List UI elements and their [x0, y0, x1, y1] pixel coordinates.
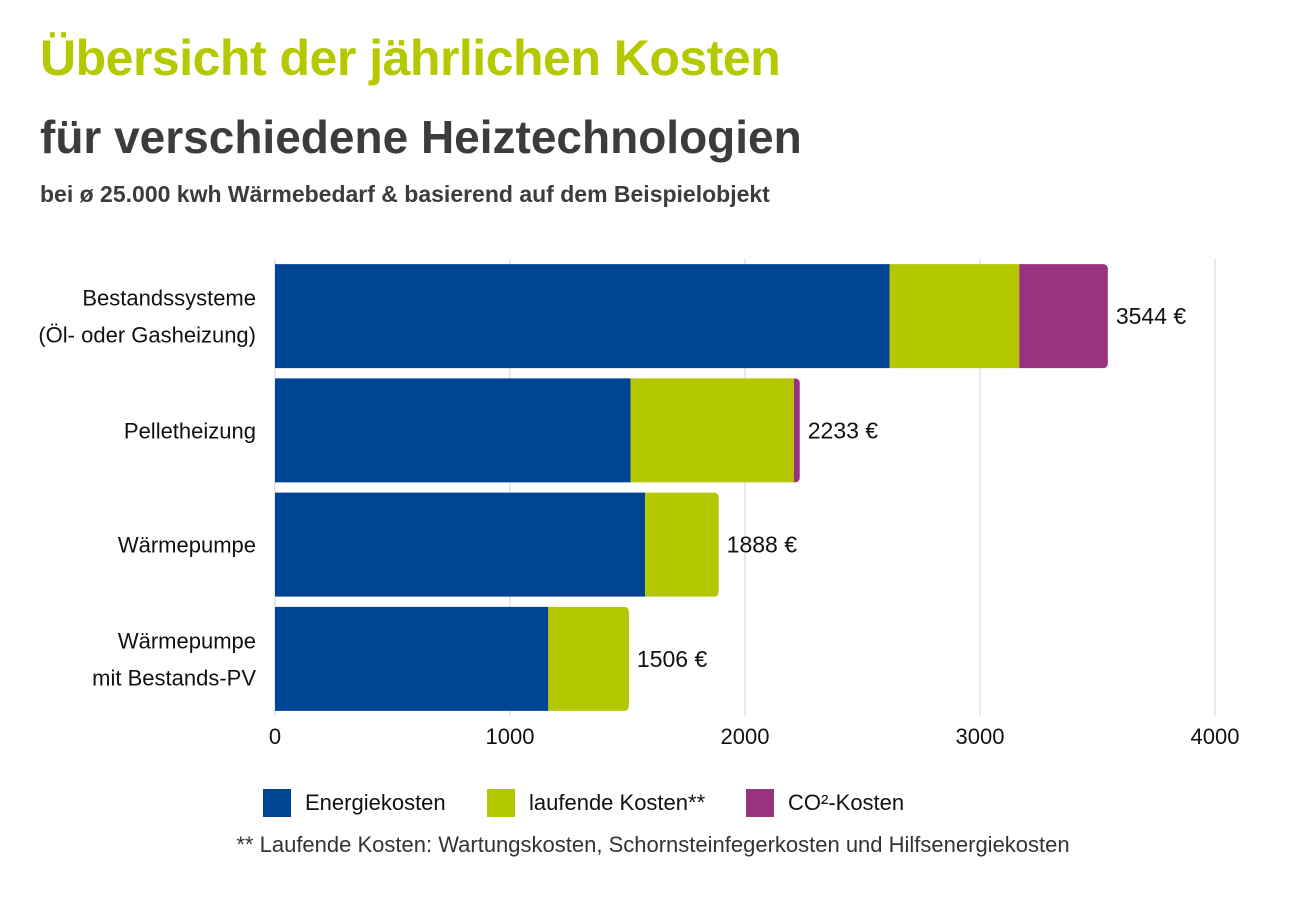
bars	[275, 264, 1108, 711]
bar-total-label: 1506 €	[637, 646, 708, 672]
category-label: (Öl- oder Gasheizung)	[38, 323, 256, 348]
legend: Energiekosten laufende Kosten** CO²-Kosten	[263, 789, 904, 817]
x-tick-label: 0	[269, 724, 281, 749]
category-label: Bestandssysteme	[82, 286, 256, 311]
chart-description: bei ø 25.000 kwh Wärmebedarf & basierend…	[40, 181, 770, 207]
bar-segment	[275, 378, 631, 483]
bar-segment	[275, 264, 890, 369]
category-label: Wärmepumpe	[118, 533, 256, 558]
category-label: Wärmepumpe	[118, 628, 256, 653]
bar-segment	[275, 606, 549, 711]
x-tick-label: 4000	[1191, 724, 1240, 749]
category-label: mit Bestands-PV	[92, 665, 256, 690]
bar-segment	[275, 492, 646, 597]
legend-label: Energiekosten	[305, 790, 446, 815]
x-tick-label: 3000	[956, 724, 1005, 749]
bar-segment	[630, 378, 794, 483]
bar-segment	[645, 492, 719, 597]
legend-label: laufende Kosten**	[529, 790, 706, 815]
legend-swatch	[263, 789, 291, 817]
bar-segment	[793, 378, 800, 483]
category-label: Pelletheizung	[124, 418, 256, 443]
chart-title: Übersicht der jährlichen Kosten	[40, 30, 781, 86]
bar-segment	[889, 264, 1020, 369]
footnote: ** Laufende Kosten: Wartungskosten, Scho…	[236, 832, 1070, 857]
bar-segment	[1019, 264, 1108, 369]
bar-segment	[548, 606, 629, 711]
bar-total-label: 1888 €	[727, 532, 798, 558]
legend-label: CO²-Kosten	[788, 790, 904, 815]
chart-subtitle: für verschiedene Heiztechnologien	[40, 111, 802, 163]
legend-swatch	[746, 789, 774, 817]
x-tick-label: 2000	[721, 724, 770, 749]
bar-total-label: 2233 €	[808, 417, 879, 443]
stacked-bar-chart: 0 1000 2000 3000 4000 3544 € Bestandssysteme (Ö…	[38, 259, 1239, 817]
labels: 0 1000 2000 3000 4000 3544 € Bestandssysteme (Ö…	[38, 286, 1239, 749]
legend-swatch	[487, 789, 515, 817]
x-tick-label: 1000	[486, 724, 535, 749]
bar-total-label: 3544 €	[1116, 303, 1187, 329]
